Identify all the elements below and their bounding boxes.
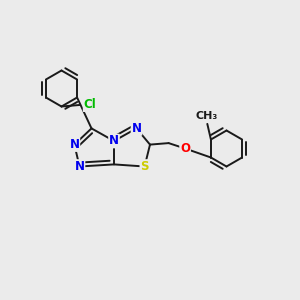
Text: O: O xyxy=(180,142,190,155)
Text: N: N xyxy=(131,122,142,135)
Text: CH₃: CH₃ xyxy=(195,111,218,121)
Text: N: N xyxy=(74,160,85,173)
Text: Cl: Cl xyxy=(84,98,96,111)
Text: N: N xyxy=(69,138,80,151)
Text: S: S xyxy=(140,160,149,173)
Text: N: N xyxy=(109,134,119,148)
